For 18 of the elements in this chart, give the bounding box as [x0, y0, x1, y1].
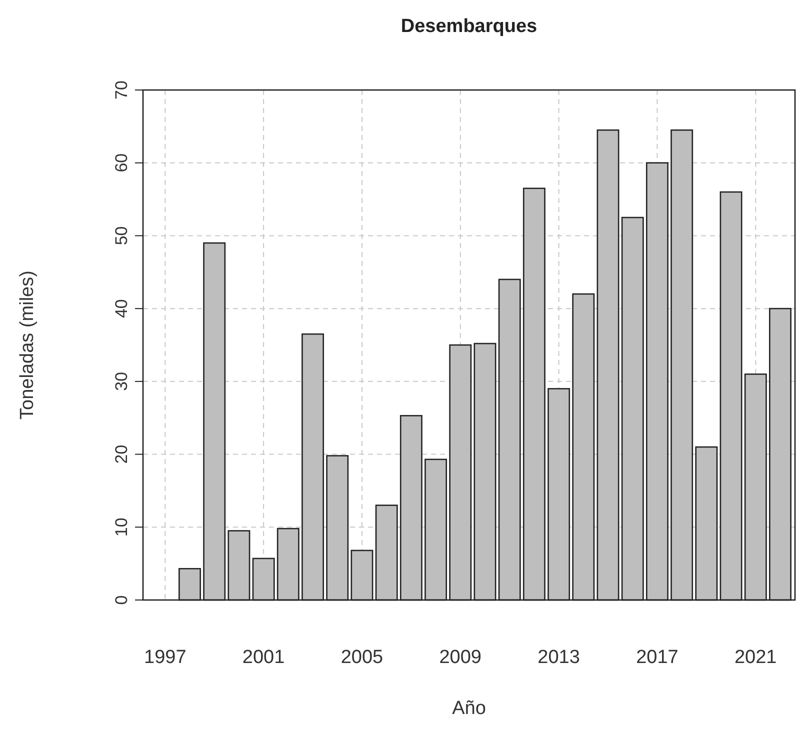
y-tick-label: 30 — [112, 372, 131, 391]
y-tick-label: 60 — [112, 153, 131, 172]
x-tick-label: 2013 — [538, 647, 580, 668]
x-tick-label: 2001 — [242, 647, 285, 668]
y-tick-label: 70 — [112, 80, 131, 100]
x-axis-title: Año — [452, 698, 486, 719]
x-tick-label: 2005 — [340, 647, 384, 668]
y-axis-title: Toneladas (miles) — [17, 270, 38, 420]
y-tick-label: 10 — [112, 518, 131, 537]
x-tick-label: 1997 — [144, 647, 186, 668]
chart-title: Desembarques — [400, 16, 538, 37]
x-tick-label: 2021 — [734, 647, 777, 668]
y-tick-label: 20 — [112, 444, 131, 464]
y-tick-label: 40 — [112, 299, 131, 318]
x-tick-label: 2009 — [439, 647, 482, 668]
x-tick-label: 2017 — [636, 647, 678, 668]
y-tick-label: 50 — [112, 226, 131, 246]
y-tick-label: 0 — [112, 595, 131, 605]
